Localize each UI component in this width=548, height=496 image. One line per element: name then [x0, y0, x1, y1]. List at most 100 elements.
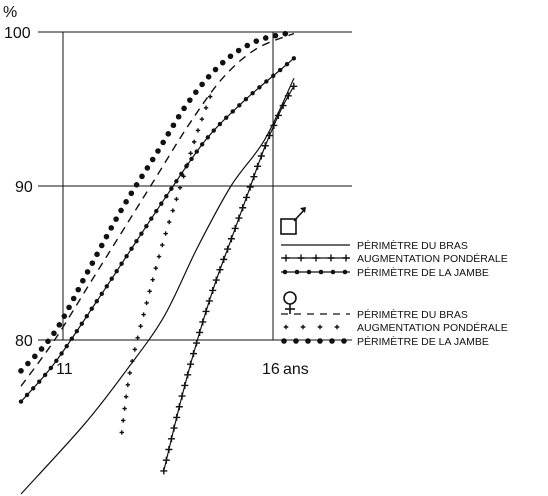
series-male-1-marker	[257, 152, 265, 160]
legend-marker	[327, 254, 335, 262]
legend-entry-male-bras: PÉRIMÈTRE DU BRAS	[281, 239, 468, 252]
series-female-5-marker	[108, 225, 115, 231]
legend-marker	[306, 269, 312, 275]
series-female-4-marker	[208, 94, 213, 99]
series-female-5-marker	[199, 81, 205, 88]
series-female-4-marker	[138, 323, 143, 329]
series-female-5-marker	[244, 42, 251, 49]
series-female-4-path	[122, 86, 214, 433]
legend-marker	[305, 338, 311, 344]
series-female-5-marker	[70, 295, 77, 302]
series-male-1-marker	[190, 350, 198, 358]
series-female-4-marker	[163, 231, 168, 236]
series-male-2-marker	[48, 365, 54, 371]
series-male-2-marker	[174, 179, 179, 184]
legend-label: AUGMENTATION PONDÉRALE	[357, 321, 508, 334]
series-female-4-marker	[203, 105, 209, 111]
series-female-4-marker	[121, 418, 126, 423]
series-female-4-marker	[199, 116, 205, 122]
series-female-5-marker	[123, 199, 129, 205]
legend-marker	[294, 269, 300, 275]
legend-label: PÉRIMÈTRE DU BRAS	[357, 239, 468, 252]
series-male-2-marker	[224, 115, 229, 120]
series-male-2-marker	[129, 246, 134, 251]
x-axis-unit-label: ans	[283, 361, 309, 378]
series-male-1-marker	[175, 403, 183, 411]
series-male-2-marker	[74, 329, 80, 334]
series-female-4-marker	[147, 289, 152, 294]
series-male-1-marker	[170, 424, 178, 432]
series-female-5-marker	[84, 269, 91, 275]
series-female-4-marker	[125, 382, 131, 387]
legend-swatch-dot-line	[281, 269, 350, 275]
series-male-2-marker	[243, 96, 249, 102]
legend-marker	[283, 324, 289, 330]
series-male-2-marker	[284, 61, 290, 67]
legend-marker	[281, 338, 287, 344]
series-female-5-marker	[98, 242, 105, 249]
series-female-4-marker	[123, 394, 129, 399]
male-symbol-icon	[280, 207, 306, 235]
female-symbol-icon	[283, 291, 297, 314]
legend-label: PÉRIMÈTRE DE LA JAMBE	[357, 266, 489, 279]
series-male-2-marker	[291, 56, 297, 61]
series-male-0-line	[20, 77, 295, 495]
series-female-5-marker	[149, 156, 156, 163]
series-female-5-marker	[56, 322, 63, 328]
series-male-1-marker	[239, 204, 247, 212]
series-female-5-marker	[51, 330, 57, 337]
series-male-1-marker	[227, 235, 235, 243]
series-female-4-marker	[144, 300, 149, 306]
series-female-4-marker	[170, 208, 176, 213]
legend-entry-male-ponderale: AUGMENTATION PONDÉRALE	[281, 252, 508, 265]
legend-swatch-dots	[281, 338, 347, 344]
series-female-4-marker	[122, 406, 127, 411]
series-female-5-marker	[18, 368, 24, 374]
legend-marker	[318, 269, 324, 275]
series-male-2-marker	[94, 299, 99, 304]
series-female-5-marker	[75, 286, 82, 293]
series-male-2-marker	[264, 79, 269, 84]
series-male-2-marker	[109, 276, 114, 281]
legend-entry-female-bras: PÉRIMÈTRE DU BRAS	[281, 308, 468, 321]
series-male-2-marker	[169, 186, 174, 191]
series-female-4-marker	[119, 430, 124, 435]
legend-label: PÉRIMÈTRE DU BRAS	[357, 308, 468, 321]
series-female-5-marker	[235, 47, 242, 54]
series-female-4-marker	[129, 358, 135, 364]
series-male-2-marker	[31, 386, 36, 391]
series-female-5-marker	[118, 207, 124, 214]
series-female-5-marker	[282, 30, 289, 37]
series-male-2-marker	[139, 231, 144, 236]
series-female-5-marker	[144, 165, 151, 171]
series-male-1-marker	[235, 214, 243, 222]
grid	[38, 31, 352, 341]
series-male-1-marker	[205, 297, 213, 305]
series-male-1-marker	[231, 224, 239, 232]
series-male-2-marker	[42, 372, 48, 378]
series-male-2-marker	[189, 156, 194, 162]
series-male-2-marker	[271, 73, 276, 78]
series-male-2-marker	[257, 85, 262, 90]
series-male-2-marker	[84, 314, 89, 319]
series-male-2-marker	[54, 358, 59, 363]
series-male-1-marker	[184, 371, 192, 379]
legend-marker	[282, 254, 290, 262]
series-male-1-marker	[199, 318, 207, 326]
series-female-5-marker	[175, 113, 182, 120]
legend-marker	[329, 338, 335, 344]
series-female-4-marker	[195, 128, 201, 133]
series-male-2-marker	[149, 216, 154, 221]
series-male-1-marker	[187, 360, 195, 368]
series-female-5-marker	[66, 304, 72, 311]
series-female-5-marker	[187, 97, 193, 103]
legend-marker	[293, 338, 299, 344]
series-male-1-marker	[246, 183, 254, 191]
series-female-5-marker	[80, 277, 86, 284]
series-male-2-marker	[199, 142, 205, 147]
legend-marker	[317, 324, 323, 330]
series-female-4-marker	[127, 370, 132, 376]
series-male-2-marker	[205, 135, 211, 140]
series-female-4-marker	[181, 174, 186, 179]
series-female-5-marker	[181, 105, 187, 112]
